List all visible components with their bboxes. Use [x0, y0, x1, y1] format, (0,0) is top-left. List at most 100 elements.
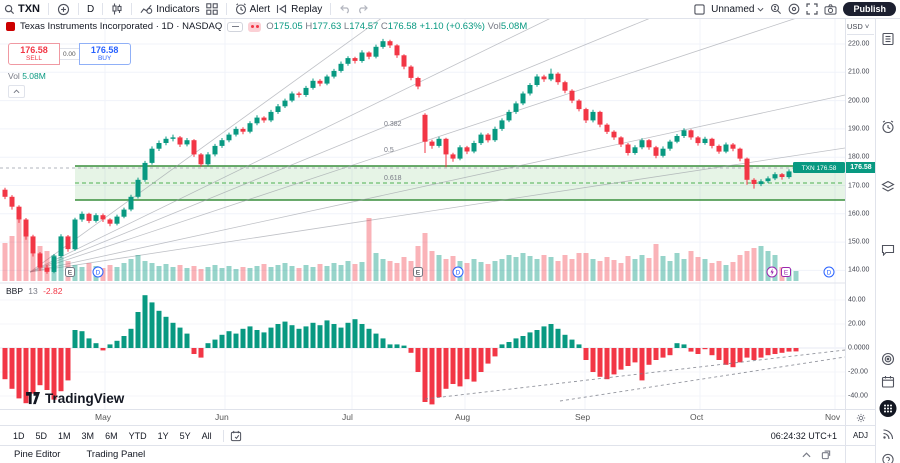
- object-tree-target-icon[interactable]: [881, 352, 895, 369]
- time-axis-month: Sep: [575, 412, 591, 422]
- price-axis[interactable]: USD ˅ 176.58 220.00 210.00 200.00 190.00 180…: [845, 19, 876, 463]
- trade-widget: 176.58 SELL 0.00 176.58 BUY: [8, 43, 131, 65]
- symbol-logo: [6, 22, 15, 31]
- alert-clock-icon: [235, 3, 247, 15]
- undo-icon[interactable]: [339, 4, 351, 14]
- chart-pane[interactable]: 0.382 0.5 0.618 E D E D E D TXN 176.58 Texas Inst…: [0, 19, 845, 409]
- indicators-button[interactable]: Indicators: [140, 3, 200, 15]
- time-axis-month: Jul: [342, 412, 353, 422]
- footer-bar: Pine Editor Trading Panel: [0, 446, 845, 463]
- range-1y[interactable]: 1Y: [157, 430, 169, 441]
- alerts-clock-icon[interactable]: [881, 120, 895, 137]
- calendar-icon[interactable]: [881, 375, 895, 391]
- range-6m[interactable]: 6M: [105, 430, 118, 441]
- replay-button[interactable]: Replay: [276, 3, 322, 15]
- quick-search-icon[interactable]: [770, 3, 782, 15]
- chart-style-icon[interactable]: [111, 3, 123, 15]
- price-axis-label: 170.00: [848, 182, 870, 189]
- bottom-toolbar: 1D 5D 1M 3M 6M YTD 1Y 5Y All 06:24:32 UTC+1: [0, 425, 845, 446]
- symbol-search[interactable]: TXN: [4, 3, 40, 15]
- redo-icon[interactable]: [357, 4, 369, 14]
- legend-collapse-button[interactable]: [8, 85, 25, 98]
- watermark-text: TradingView: [45, 391, 125, 406]
- chevron-up-icon: [13, 89, 20, 94]
- last-price-label: 176.58: [846, 162, 876, 173]
- ohlc-values: O175.05 H177.63 L174.57 C176.58 +1.10 (+…: [266, 21, 528, 32]
- range-ytd[interactable]: YTD: [128, 430, 147, 441]
- restore-window-icon[interactable]: [821, 450, 831, 460]
- svg-text:E: E: [68, 270, 73, 277]
- indicator-axis-label: 40.00: [848, 296, 866, 304]
- layers-icon[interactable]: [881, 180, 895, 196]
- tab-pine-editor[interactable]: Pine Editor: [14, 449, 61, 460]
- price-axis-label: 180.00: [848, 153, 870, 161]
- clock[interactable]: 06:24:32 UTC+1: [770, 430, 837, 441]
- price-axis-label: 210.00: [848, 68, 870, 76]
- time-axis-month: May: [95, 412, 112, 422]
- panel-expand-icon[interactable]: [802, 450, 811, 460]
- time-axis-month: Nov: [825, 412, 841, 422]
- buy-button[interactable]: 176.58 BUY: [78, 43, 131, 65]
- indicator-axis-label: -20.00: [848, 368, 868, 376]
- chat-icon[interactable]: [881, 243, 895, 259]
- svg-text:0.382: 0.382: [384, 121, 402, 128]
- svg-text:D: D: [456, 270, 461, 277]
- search-icon: [4, 4, 15, 15]
- watchlist-icon[interactable]: [881, 32, 895, 49]
- top-toolbar: TXN D Indicators: [0, 0, 900, 19]
- price-axis-label: 150.00: [848, 238, 870, 246]
- symbol-label: TXN: [18, 3, 40, 15]
- main-area: 0.382 0.5 0.618 E D E D E D TXN 176.58 Texas Inst…: [0, 19, 900, 463]
- range-1m[interactable]: 1M: [58, 430, 71, 441]
- broadcast-signal-icon[interactable]: [882, 428, 895, 443]
- layout-name-menu[interactable]: Unnamed: [711, 4, 764, 15]
- time-axis-month: Jun: [215, 412, 229, 422]
- interval-button[interactable]: D: [87, 3, 95, 15]
- chart-legend: Texas Instruments Incorporated · 1D · NA…: [6, 21, 527, 32]
- legend-more-chip[interactable]: [248, 21, 262, 32]
- spread-value: 0.00: [60, 48, 79, 60]
- indicators-icon: [140, 3, 153, 15]
- settings-target-icon[interactable]: [788, 3, 800, 15]
- time-axis-month: Aug: [455, 412, 471, 422]
- date-ranges: 1D 5D 1M 3M 6M YTD 1Y 5Y All: [8, 429, 242, 442]
- time-axis[interactable]: May Jun Jul Aug Sep Oct Nov: [0, 409, 845, 425]
- svg-text:D: D: [96, 270, 101, 277]
- help-icon[interactable]: [882, 453, 895, 463]
- adj-toggle[interactable]: ADJ: [846, 425, 875, 446]
- range-3m[interactable]: 3M: [81, 430, 95, 441]
- tradingview-logo: TradingView: [26, 391, 124, 406]
- currency-selector[interactable]: USD ˅: [847, 22, 874, 35]
- volume-legend: Vol 5.08M: [8, 71, 46, 81]
- range-5y[interactable]: 5Y: [179, 430, 191, 441]
- indicator-axis-label: 0.0000: [848, 344, 870, 352]
- sell-button[interactable]: 176.58 SELL: [8, 43, 60, 65]
- indicator-templates-icon[interactable]: [205, 3, 218, 15]
- layout-panel-icon[interactable]: [694, 3, 705, 15]
- axis-settings-gear-icon[interactable]: [856, 413, 866, 423]
- fullscreen-icon[interactable]: [806, 3, 819, 15]
- svg-text:0.5: 0.5: [384, 147, 394, 154]
- alert-button[interactable]: Alert: [235, 3, 270, 15]
- chart-canvas[interactable]: 0.382 0.5 0.618 E D E D E D TXN 176.58: [0, 19, 845, 409]
- svg-text:E: E: [416, 270, 421, 277]
- chevron-down-icon: [757, 7, 764, 12]
- range-1d[interactable]: 1D: [13, 430, 25, 441]
- legend-title[interactable]: Texas Instruments Incorporated · 1D · NA…: [20, 21, 223, 32]
- price-axis-label: 140.00: [848, 266, 870, 274]
- compare-add-icon[interactable]: [57, 3, 70, 16]
- time-axis-month: Oct: [690, 412, 704, 422]
- range-all[interactable]: All: [201, 430, 212, 441]
- indicator-axis-label: -40.00: [848, 392, 868, 400]
- tradingview-logo-icon: [26, 392, 40, 405]
- apps-grid-icon[interactable]: [879, 400, 897, 417]
- goto-date-icon[interactable]: [230, 430, 242, 442]
- publish-button[interactable]: Publish: [843, 2, 896, 16]
- indicator-legend[interactable]: BBP 13 -2.82: [6, 286, 63, 296]
- tab-trading-panel[interactable]: Trading Panel: [86, 449, 146, 460]
- legend-collapse-chip[interactable]: [227, 21, 244, 32]
- snapshot-camera-icon[interactable]: [824, 3, 837, 15]
- svg-text:0.618: 0.618: [384, 175, 402, 182]
- range-5d[interactable]: 5D: [35, 430, 48, 441]
